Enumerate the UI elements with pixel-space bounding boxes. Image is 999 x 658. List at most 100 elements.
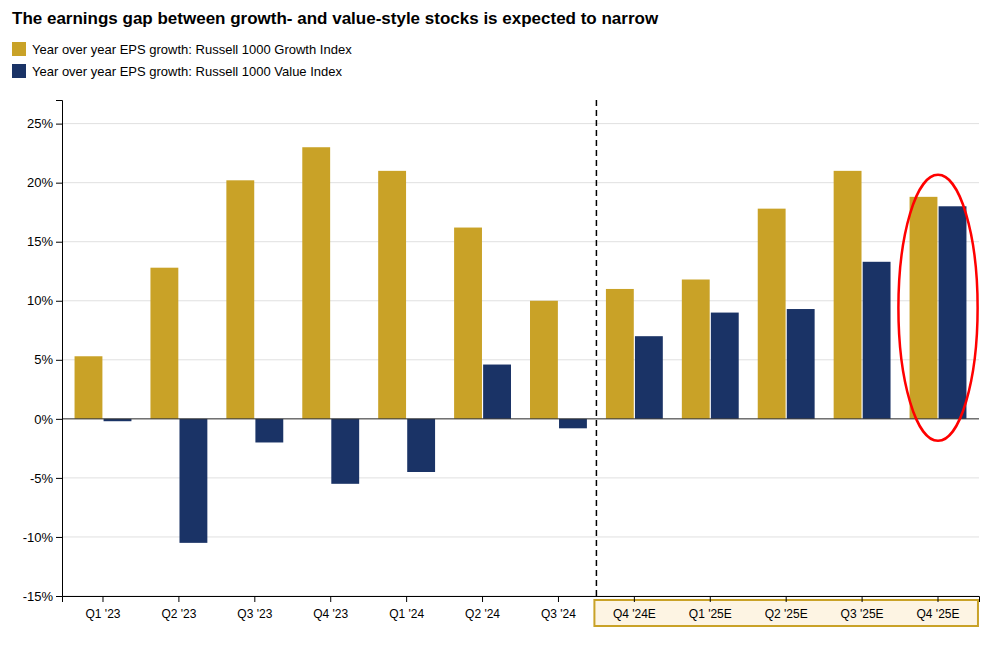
x-tick: Q1 '24 xyxy=(389,596,424,621)
x-tick-label: Q1 '23 xyxy=(85,607,120,621)
x-axis-line xyxy=(63,597,980,603)
bars xyxy=(75,147,967,543)
x-tick-label: Q2 '24 xyxy=(465,607,500,621)
x-tick-label: Q4 '24E xyxy=(613,607,656,621)
x-tick-label: Q1 '25E xyxy=(689,607,732,621)
legend-swatch xyxy=(12,42,26,56)
x-tick: Q1 '23 xyxy=(85,596,120,621)
bar xyxy=(834,171,862,419)
bar xyxy=(75,356,103,419)
legend-item: Year over year EPS growth: Russell 1000 … xyxy=(12,42,352,57)
estimate-box xyxy=(594,600,978,626)
x-tick-mark xyxy=(862,596,863,602)
x-tick: Q4 '25E xyxy=(917,596,960,621)
zero-line xyxy=(62,418,979,419)
x-tick-mark xyxy=(786,596,787,602)
y-tick: -5% xyxy=(30,471,62,486)
estimate-divider xyxy=(596,100,598,596)
y-tick-label: 0% xyxy=(34,412,53,427)
y-tick-label: -10% xyxy=(23,530,54,545)
legend-label: Year over year EPS growth: Russell 1000 … xyxy=(32,42,352,57)
x-tick-label: Q2 '23 xyxy=(161,607,196,621)
x-tick: Q3 '25E xyxy=(841,596,884,621)
x-tick: Q2 '25E xyxy=(765,596,808,621)
x-tick-label: Q4 '23 xyxy=(313,607,348,621)
bar xyxy=(179,419,207,543)
bar xyxy=(711,313,739,419)
y-axis-line xyxy=(56,101,63,597)
y-tick-mark xyxy=(56,596,62,597)
bar xyxy=(226,180,254,419)
y-tick-label: 10% xyxy=(27,293,53,308)
x-tick-mark xyxy=(710,596,711,602)
x-tick-mark xyxy=(330,596,331,602)
x-tick-label: Q3 '23 xyxy=(237,607,272,621)
y-tick: 25% xyxy=(27,116,62,131)
bar xyxy=(758,209,786,419)
grid-line xyxy=(62,418,979,419)
y-axis: -15% -10% -5% 0% 5% 10% 15% 20% 25% xyxy=(23,101,63,604)
y-tick: 5% xyxy=(34,352,62,367)
x-axis: Q1 '23 Q2 '23 Q3 '23 Q4 '23 Q1 '24 Q2 '24 Q3 '… xyxy=(63,596,980,621)
y-tick-label: 5% xyxy=(34,352,53,367)
bar xyxy=(530,301,558,419)
series-bars xyxy=(75,147,938,419)
bar xyxy=(939,206,967,419)
y-tick-label: 25% xyxy=(27,116,53,131)
x-tick: Q3 '23 xyxy=(237,596,272,621)
chart: -15%-10%-5%0%5%10%15%20%25%Q1 '23Q2 '23Q… xyxy=(0,0,999,658)
bar xyxy=(331,419,359,484)
bar xyxy=(302,147,330,419)
x-tick-mark xyxy=(482,596,483,602)
y-tick-label: 20% xyxy=(27,175,53,190)
y-tick: -15% xyxy=(23,589,62,604)
legend-item: Year over year EPS growth: Russell 1000 … xyxy=(12,64,343,79)
y-tick: 20% xyxy=(27,175,62,190)
legend-label: Year over year EPS growth: Russell 1000 … xyxy=(32,64,343,79)
x-tick: Q4 '24E xyxy=(613,596,656,621)
x-tick-mark xyxy=(178,596,179,602)
x-tick-label: Q1 '24 xyxy=(389,607,424,621)
bar xyxy=(407,419,435,472)
x-tick: Q2 '24 xyxy=(465,596,500,621)
y-tick-mark xyxy=(56,242,62,243)
x-tick-mark xyxy=(406,596,407,602)
y-tick: -10% xyxy=(23,530,62,545)
grid-line xyxy=(62,123,979,124)
y-tick-mark xyxy=(56,183,62,184)
bar xyxy=(682,280,710,419)
bar xyxy=(255,419,283,443)
x-tick-mark xyxy=(938,596,939,602)
bar xyxy=(559,419,587,428)
bar xyxy=(635,336,663,419)
bar xyxy=(787,309,815,419)
y-tick: 15% xyxy=(27,234,62,249)
highlight-ellipse xyxy=(898,175,977,441)
y-tick-mark xyxy=(56,360,62,361)
y-tick-label: -15% xyxy=(23,589,54,604)
bar xyxy=(910,197,938,419)
y-tick-label: 15% xyxy=(27,234,53,249)
x-tick-mark xyxy=(634,596,635,602)
x-tick-label: Q2 '25E xyxy=(765,607,808,621)
y-tick: 0% xyxy=(34,412,62,427)
bar xyxy=(863,262,891,419)
x-tick: Q1 '25E xyxy=(689,596,732,621)
x-tick-label: Q3 '24 xyxy=(541,607,576,621)
y-tick-mark xyxy=(56,301,62,302)
x-tick-label: Q4 '25E xyxy=(917,607,960,621)
y-tick-label: -5% xyxy=(30,471,54,486)
x-tick-label: Q3 '25E xyxy=(841,607,884,621)
series-bars xyxy=(104,206,967,543)
bar xyxy=(606,289,634,419)
x-tick-mark xyxy=(558,596,559,602)
y-tick-mark xyxy=(56,478,62,479)
y-tick-mark xyxy=(56,124,62,125)
x-tick: Q4 '23 xyxy=(313,596,348,621)
bar xyxy=(378,171,406,419)
bar xyxy=(150,268,178,419)
grid xyxy=(62,124,979,596)
legend: Year over year EPS growth: Russell 1000 … xyxy=(12,42,352,79)
y-tick: 10% xyxy=(27,293,62,308)
x-tick-mark xyxy=(254,596,255,602)
